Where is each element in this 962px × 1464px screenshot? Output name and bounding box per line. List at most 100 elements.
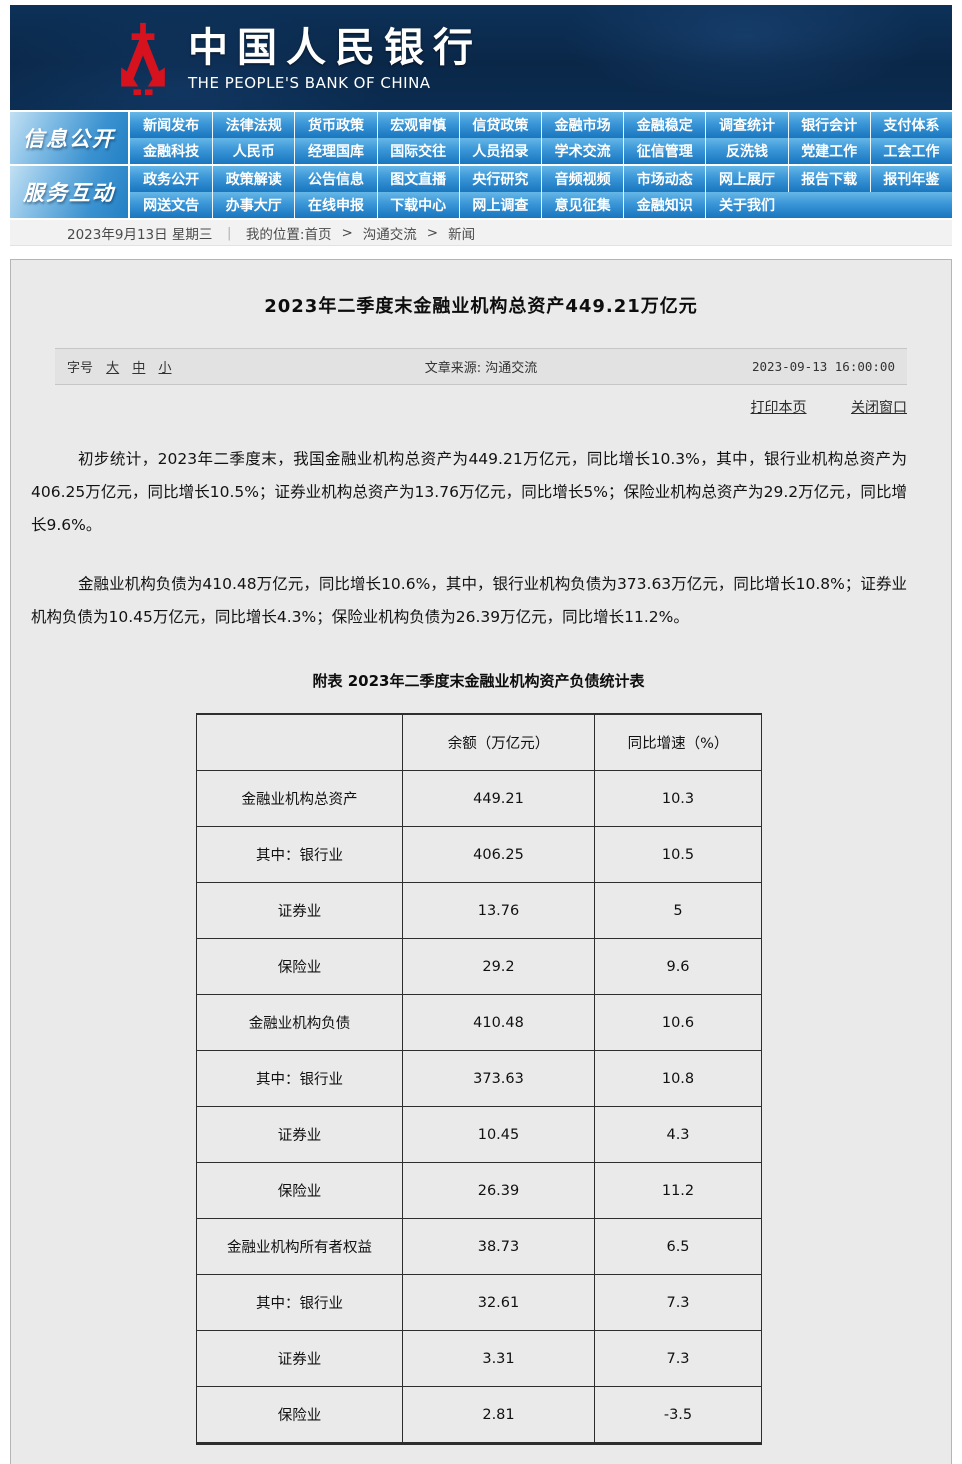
table-row: 金融业机构总资产 449.21 10.3 [196, 770, 762, 827]
nav-item[interactable]: 学术交流 [540, 138, 623, 164]
main-nav: 信息公开 新闻发布 法律法规 货币政策 宏观审慎 信贷政策 金融市场 金融稳定 调查统计 银行会计… [10, 112, 952, 218]
table-row: 其中：银行业 32.61 7.3 [196, 1274, 762, 1331]
table-cell: 2.81 [402, 1386, 595, 1444]
font-size-large-link[interactable]: 大 [106, 361, 120, 376]
breadcrumb-home-link[interactable]: 我的位置:首页 [245, 226, 332, 243]
table-row: 其中：银行业 373.63 10.8 [196, 1050, 762, 1107]
table-cell: 证券业 [196, 882, 403, 939]
nav-rows: 新闻发布 法律法规 货币政策 宏观审慎 信贷政策 金融市场 金融稳定 调查统计 银行会计 支付体系… [130, 112, 952, 164]
nav-item[interactable]: 意见征集 [540, 192, 623, 218]
close-window-link[interactable]: 关闭窗口 [851, 400, 907, 416]
nav-item[interactable]: 办事大厅 [212, 192, 294, 218]
article-panel: 2023年二季度末金融业机构总资产449.21万亿元 字号 大 中 小 文章来源… [10, 259, 952, 1464]
nav-item[interactable]: 货币政策 [294, 112, 376, 138]
nav-item[interactable]: 图文直播 [376, 166, 459, 192]
nav-item[interactable]: 网上调查 [458, 192, 541, 218]
bank-name-en: THE PEOPLE'S BANK OF CHINA [188, 74, 431, 92]
nav-item[interactable]: 金融科技 [143, 144, 200, 160]
table-cell: 406.25 [402, 826, 595, 883]
table-cell: 5 [594, 882, 762, 939]
nav-item[interactable]: 党建工作 [787, 138, 870, 164]
font-size-small-link[interactable]: 小 [158, 361, 172, 376]
nav-item[interactable]: 人员招录 [458, 138, 541, 164]
nav-item[interactable]: 金融市场 [540, 112, 623, 138]
table-header-cell: 同比增速（%） [594, 713, 762, 771]
table-cell: 其中：银行业 [196, 826, 403, 883]
table-cell: 4.3 [594, 1106, 762, 1163]
nav-item[interactable]: 经理国库 [294, 138, 376, 164]
breadcrumb-date: 2023年9月13日 星期三 [67, 226, 213, 243]
table-cell: 26.39 [402, 1162, 595, 1219]
source-value: 沟通交流 [485, 361, 538, 376]
nav-item[interactable]: 政策解读 [212, 166, 294, 192]
nav-item[interactable]: 公告信息 [294, 166, 376, 192]
table-cell: 38.73 [402, 1218, 595, 1275]
nav-item[interactable]: 国际交往 [376, 138, 459, 164]
table-cell: 证券业 [196, 1330, 403, 1387]
breadcrumb-page-link[interactable]: 新闻 [448, 226, 476, 243]
nav-item[interactable]: 人民币 [212, 138, 294, 164]
table-row: 金融业机构所有者权益 38.73 6.5 [196, 1218, 762, 1275]
font-size-label: 字号 [67, 361, 94, 376]
table-cell: 10.45 [402, 1106, 595, 1163]
table-cell: 32.61 [402, 1274, 595, 1331]
font-size-medium-link[interactable]: 中 [132, 361, 146, 376]
table-cell: 证券业 [196, 1106, 403, 1163]
nav-item[interactable]: 新闻发布 [143, 118, 200, 134]
nav-row: 新闻发布 法律法规 货币政策 宏观审慎 信贷政策 金融市场 金融稳定 调查统计 银行会计 支付体系 [130, 112, 952, 138]
nav-item[interactable]: 反洗钱 [705, 138, 787, 164]
nav-item[interactable]: 工会工作 [869, 138, 952, 164]
bank-logo[interactable]: 中国人民银行 THE PEOPLE'S BANK OF CHINA [114, 21, 482, 97]
nav-item[interactable]: 信贷政策 [458, 112, 541, 138]
nav-item[interactable]: 市场动态 [623, 166, 705, 192]
table-cell: 10.8 [594, 1050, 762, 1107]
breadcrumb: 2023年9月13日 星期三 ｜ 我的位置:首页 > 沟通交流 > 新闻 [10, 220, 952, 246]
bank-name-cn: 中国人民银行 [188, 25, 482, 71]
nav-item[interactable]: 支付体系 [869, 112, 952, 138]
nav-section-label[interactable]: 服务互动 [10, 166, 128, 218]
table-header-cell: 余额（万亿元） [402, 713, 595, 771]
nav-item[interactable]: 报刊年鉴 [869, 166, 952, 192]
nav-row: 政务公开 政策解读 公告信息 图文直播 央行研究 音频视频 市场动态 网上展厅 报告下载 报刊年鉴 [130, 166, 952, 192]
table-cell: 29.2 [402, 938, 595, 995]
article-meta-bar: 字号 大 中 小 文章来源: 沟通交流 2023-09-13 16:00:00 [55, 348, 907, 385]
nav-item[interactable]: 宏观审慎 [376, 112, 459, 138]
table-cell: 保险业 [196, 1162, 403, 1219]
nav-item[interactable]: 音频视频 [540, 166, 623, 192]
nav-item[interactable]: 央行研究 [458, 166, 541, 192]
article-datetime: 2023-09-13 16:00:00 [752, 359, 895, 374]
nav-item[interactable]: 银行会计 [787, 112, 870, 138]
table-caption: 附表 2023年二季度末金融业机构资产负债统计表 [312, 672, 645, 690]
table-header-cell [196, 713, 403, 771]
print-page-link[interactable]: 打印本页 [750, 400, 807, 416]
nav-item[interactable]: 下载中心 [376, 192, 459, 218]
table-cell: 10.3 [594, 770, 762, 827]
table-cell: 11.2 [594, 1162, 762, 1219]
nav-section: 服务互动 政务公开 政策解读 公告信息 图文直播 央行研究 音频视频 市场动态 网上展厅 报告下载… [10, 166, 952, 218]
nav-item[interactable]: 网送文告 [143, 198, 200, 214]
table-cell: 3.31 [402, 1330, 595, 1387]
table-row: 其中：银行业 406.25 10.5 [196, 826, 762, 883]
table-row: 保险业 2.81 -3.5 [196, 1386, 762, 1444]
breadcrumb-arrow: > [341, 224, 353, 241]
table-cell: 其中：银行业 [196, 1050, 403, 1107]
nav-row: 金融科技 人民币 经理国库 国际交往 人员招录 学术交流 征信管理 反洗钱 党建工作 工会工作 [130, 138, 952, 164]
nav-item[interactable]: 网上展厅 [705, 166, 787, 192]
table-row: 证券业 13.76 5 [196, 882, 762, 939]
nav-item[interactable]: 在线申报 [294, 192, 376, 218]
nav-item[interactable]: 征信管理 [623, 138, 705, 164]
nav-item[interactable]: 报告下载 [787, 166, 870, 192]
nav-item[interactable]: 金融稳定 [623, 112, 705, 138]
table-cell: 7.3 [594, 1330, 762, 1387]
nav-section-label[interactable]: 信息公开 [10, 112, 128, 164]
article-source: 文章来源: 沟通交流 [318, 357, 644, 376]
table-cell: 9.6 [594, 938, 762, 995]
breadcrumb-section-link[interactable]: 沟通交流 [362, 226, 417, 243]
nav-item[interactable]: 政务公开 [143, 172, 200, 188]
nav-item[interactable]: 金融知识 [623, 192, 705, 218]
nav-item[interactable]: 调查统计 [705, 112, 787, 138]
nav-item[interactable]: 关于我们 [705, 192, 787, 218]
nav-item[interactable]: 法律法规 [212, 112, 294, 138]
article-actions: 打印本页 关闭窗口 [11, 397, 907, 417]
table-cell: 10.5 [594, 826, 762, 883]
